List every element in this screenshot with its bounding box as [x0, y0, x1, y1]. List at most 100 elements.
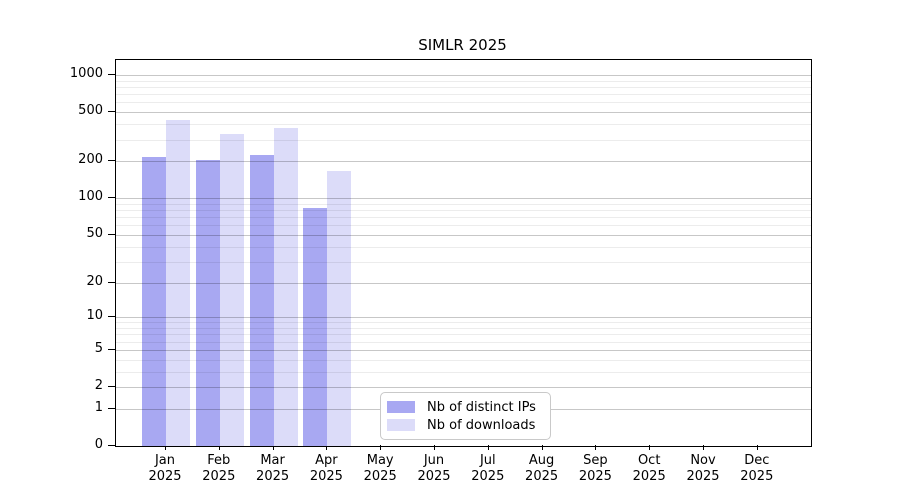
- bar-distinct-ips-mar: [249, 154, 274, 446]
- gridline-9: [116, 322, 811, 324]
- y-tick-100: [108, 197, 115, 199]
- x-tick-label-mar: Mar 2025: [245, 453, 301, 485]
- y-tick-label-1: 1: [94, 399, 103, 415]
- y-tick-1000: [108, 74, 115, 75]
- y-tick-0: [108, 445, 115, 446]
- x-tick-label-dec: Dec 2025: [729, 453, 785, 485]
- legend-label-distinct-ips: Nb of distinct IPs: [427, 399, 536, 415]
- y-tick-label-1000: 1000: [69, 66, 103, 81]
- x-tick-aug: [541, 445, 543, 450]
- y-tick-label-100: 100: [78, 189, 103, 205]
- gridline-800: [116, 86, 811, 88]
- bar-downloads-jan: [166, 120, 190, 446]
- gridline-600: [116, 102, 811, 104]
- plot-area: Nb of distinct IPs Nb of downloads: [115, 59, 812, 447]
- y-tick-5: [108, 348, 115, 350]
- y-tick-2: [108, 386, 115, 387]
- y-tick-20: [108, 281, 115, 283]
- x-tick-mar: [272, 445, 274, 450]
- x-tick-jan: [165, 445, 166, 450]
- x-label-year: 2025: [363, 469, 397, 484]
- x-label-year: 2025: [632, 469, 666, 484]
- x-label-year: 2025: [525, 469, 559, 484]
- legend-item-downloads: Nb of downloads: [387, 416, 536, 434]
- gridline-5: [116, 349, 811, 351]
- gridline-10: [116, 317, 811, 319]
- x-tick-may: [380, 445, 382, 450]
- gridline-50: [116, 234, 811, 236]
- y-tick-label-5: 5: [94, 340, 103, 356]
- x-tick-label-jun: Jun 2025: [406, 453, 462, 485]
- bar-distinct-ips-feb: [195, 159, 220, 446]
- x-tick-jul: [487, 445, 489, 450]
- x-tick-jun: [434, 445, 435, 450]
- gridline-3: [116, 371, 811, 373]
- x-label-year: 2025: [309, 469, 343, 484]
- y-tick-label-500: 500: [78, 103, 103, 119]
- x-label-year: 2025: [148, 469, 182, 484]
- chart-title: SIMLR 2025: [418, 36, 507, 54]
- legend-label-downloads: Nb of downloads: [427, 417, 536, 433]
- legend-swatch-downloads: [387, 419, 415, 431]
- bar-downloads-apr: [327, 170, 352, 446]
- y-tick-200: [108, 160, 115, 162]
- gridline-6: [116, 341, 811, 343]
- x-label-year: 2025: [471, 469, 505, 484]
- x-tick-apr: [326, 445, 328, 450]
- x-label-month: Sep: [583, 453, 608, 468]
- gridline-30: [116, 261, 811, 263]
- x-tick-label-oct: Oct 2025: [621, 453, 677, 485]
- y-tick-label-0: 0: [94, 437, 103, 452]
- legend-item-distinct-ips: Nb of distinct IPs: [387, 398, 536, 416]
- y-tick-label-2: 2: [94, 378, 103, 393]
- x-tick-sep: [595, 445, 597, 450]
- x-tick-label-jan: Jan 2025: [137, 453, 193, 485]
- x-label-month: Mar: [260, 453, 285, 468]
- gridline-8: [116, 328, 811, 329]
- gridline-2: [116, 387, 811, 388]
- bar-downloads-mar: [273, 128, 298, 446]
- x-label-month: Apr: [315, 453, 338, 468]
- x-tick-label-apr: Apr 2025: [298, 453, 354, 485]
- x-tick-feb: [218, 445, 220, 450]
- x-label-month: Jan: [154, 453, 176, 468]
- legend-swatch-distinct-ips: [387, 401, 415, 413]
- gridline-900: [116, 80, 811, 82]
- bar-distinct-ips-jan: [142, 157, 166, 446]
- gridline-1000: [116, 75, 811, 76]
- x-label-month: Jul: [479, 453, 496, 468]
- x-label-year: 2025: [202, 469, 236, 484]
- gridline-700: [116, 94, 811, 96]
- x-label-year: 2025: [417, 469, 451, 484]
- y-tick-label-200: 200: [78, 152, 103, 168]
- gridline-40: [116, 246, 811, 248]
- x-tick-label-nov: Nov 2025: [675, 453, 731, 485]
- x-label-month: Oct: [637, 453, 661, 468]
- y-tick-50: [108, 233, 115, 235]
- x-tick-label-jul: Jul 2025: [460, 453, 516, 485]
- gridline-200: [116, 161, 811, 163]
- x-label-month: Aug: [528, 453, 555, 468]
- gridline-7: [116, 334, 811, 336]
- bar-downloads-feb: [219, 134, 244, 446]
- y-tick-1: [108, 407, 115, 409]
- gridline-90: [116, 203, 811, 205]
- gridline-400: [116, 124, 811, 126]
- x-label-month: Dec: [744, 453, 770, 468]
- x-label-year: 2025: [740, 469, 774, 484]
- y-tick-label-50: 50: [86, 225, 103, 241]
- x-label-month: Nov: [690, 453, 716, 468]
- x-label-month: Jun: [423, 453, 445, 468]
- gridline-500: [116, 112, 811, 114]
- x-label-year: 2025: [578, 469, 612, 484]
- gridline-100: [116, 198, 811, 200]
- y-tick-label-10: 10: [86, 308, 103, 324]
- x-tick-label-feb: Feb 2025: [191, 453, 247, 485]
- x-label-month: Feb: [207, 453, 231, 468]
- x-tick-dec: [756, 445, 758, 450]
- y-tick-500: [108, 111, 115, 113]
- x-label-year: 2025: [256, 469, 290, 484]
- x-tick-oct: [649, 445, 651, 450]
- x-tick-label-may: May 2025: [352, 453, 408, 485]
